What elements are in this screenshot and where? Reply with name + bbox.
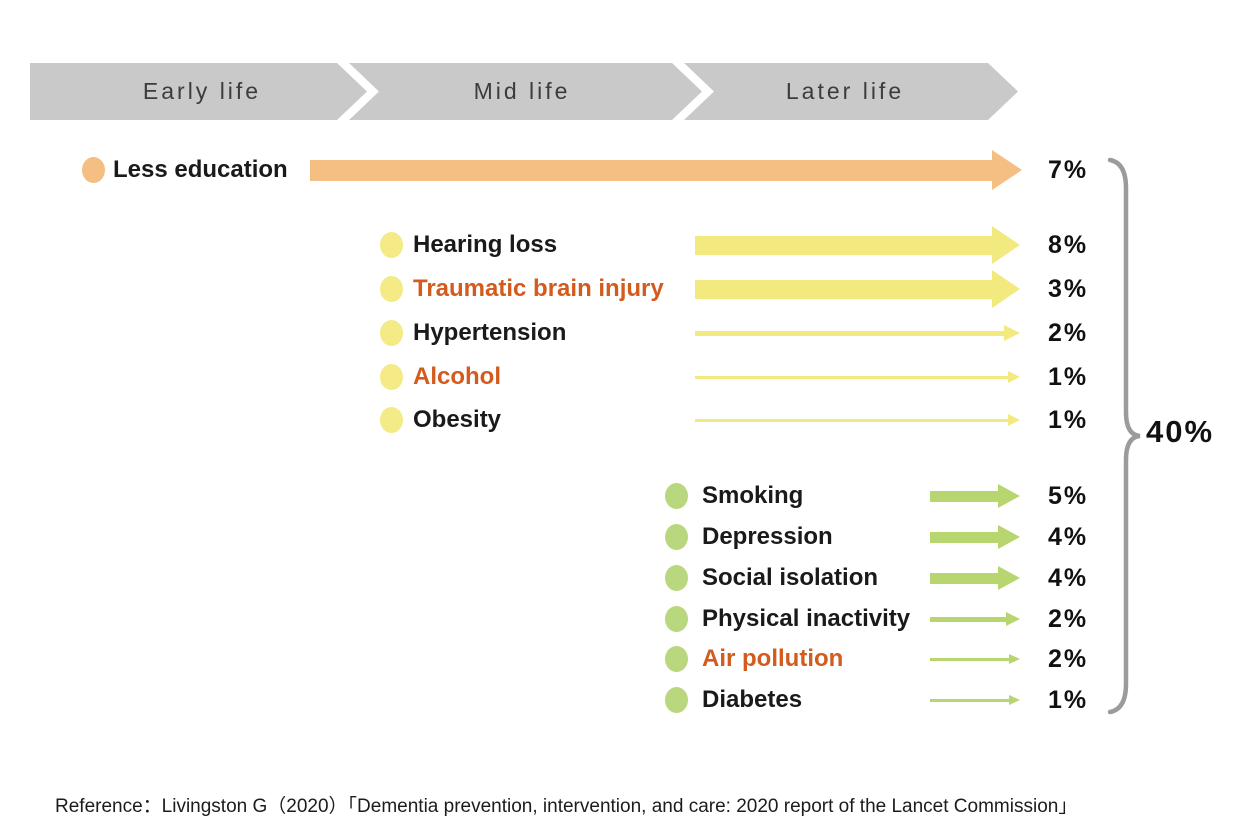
factor-value: 5% (1048, 482, 1089, 510)
factor-row-obesity: Obesity 1% (0, 402, 1251, 438)
factor-value: 8% (1048, 231, 1089, 259)
factor-row-alcohol: Alcohol 1% (0, 359, 1251, 395)
arrow-icon (695, 226, 1020, 264)
bullet-icon (665, 646, 688, 672)
factor-value: 4% (1048, 523, 1089, 551)
arrow-icon (695, 414, 1020, 426)
factor-value: 1% (1048, 686, 1089, 714)
arrow-icon (695, 325, 1020, 341)
arrow-icon (695, 270, 1020, 308)
factor-value: 2% (1048, 605, 1089, 633)
arrow-icon (930, 654, 1020, 664)
factor-row-hearing-loss: Hearing loss 8% (0, 226, 1251, 264)
factor-row-depression: Depression 4% (0, 519, 1251, 555)
factor-value: 2% (1048, 645, 1089, 673)
factor-label: Traumatic brain injury (413, 275, 664, 302)
factor-value: 7% (1048, 156, 1089, 184)
factor-row-physical-inactivity: Physical inactivity 2% (0, 601, 1251, 637)
arrow-icon (930, 695, 1020, 705)
factor-value: 2% (1048, 319, 1089, 347)
stage-chevron-mid (349, 63, 702, 120)
bullet-icon (380, 320, 403, 346)
factor-value: 1% (1048, 363, 1089, 391)
bullet-icon (665, 687, 688, 713)
factor-label: Air pollution (702, 645, 844, 672)
factor-label: Diabetes (702, 686, 803, 713)
factor-label: Obesity (413, 406, 502, 433)
factor-label: Hearing loss (413, 231, 558, 258)
bullet-icon (82, 157, 105, 183)
factor-row-hypertension: Hypertension 2% (0, 315, 1251, 351)
stage-label-mid-life: Mid life (473, 78, 571, 104)
bullet-icon (665, 565, 688, 591)
factor-row-air-pollution: Air pollution 2% (0, 641, 1251, 677)
arrow-icon (930, 612, 1020, 626)
bullet-icon (665, 483, 688, 509)
stage-label-early-life: Early life (142, 78, 262, 104)
arrow-icon (695, 371, 1020, 383)
bullet-icon (380, 276, 403, 302)
arrow-icon (930, 566, 1020, 590)
bullet-icon (380, 364, 403, 390)
factor-value: 3% (1048, 275, 1089, 303)
reference-text: Reference：Livingston G（2020）「Dementia pr… (55, 796, 1078, 817)
factor-label: Hypertension (413, 319, 567, 346)
stage-label-later-life: Later life (785, 78, 905, 104)
factor-value: 4% (1048, 564, 1089, 592)
bullet-icon (380, 232, 403, 258)
factor-value: 1% (1048, 406, 1089, 434)
stage-chevron-later (684, 63, 1018, 120)
bullet-icon (665, 524, 688, 550)
bullet-icon (665, 606, 688, 632)
factor-label: Smoking (702, 482, 804, 509)
timeline-chevron-bar (30, 63, 1018, 120)
factor-row-traumatic-brain-injury: Traumatic brain injury 3% (0, 270, 1251, 308)
arrow-icon (930, 525, 1020, 549)
factor-label: Depression (702, 523, 833, 550)
factor-label: Social isolation (702, 564, 879, 591)
factor-row-social-isolation: Social isolation 4% (0, 560, 1251, 596)
bullet-icon (380, 407, 403, 433)
factor-label: Physical inactivity (702, 605, 911, 632)
factor-label: Alcohol (413, 363, 501, 390)
factor-row-diabetes: Diabetes 1% (0, 682, 1251, 718)
factor-row-less-education: Less education 7% (0, 150, 1251, 190)
arrow-icon (310, 150, 1022, 190)
arrow-icon (930, 484, 1020, 508)
factor-row-smoking: Smoking 5% (0, 478, 1251, 514)
total-percentage: 40% (1146, 414, 1215, 449)
stage-chevron-early (30, 63, 367, 120)
factor-label: Less education (113, 156, 288, 183)
